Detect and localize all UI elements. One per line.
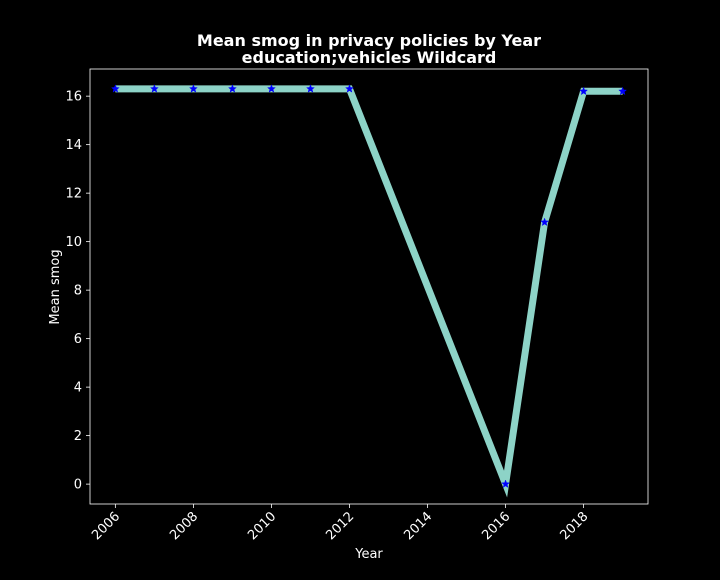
data-point-2006 xyxy=(110,84,120,93)
y-tick-label: 4 xyxy=(74,381,82,396)
x-axis-label: Year xyxy=(354,547,383,562)
data-point-2012 xyxy=(345,84,354,93)
y-tick-label: 0 xyxy=(74,478,82,493)
x-tick-label: 2012 xyxy=(323,509,357,543)
plot-area xyxy=(110,84,628,498)
y-tick-label: 12 xyxy=(65,187,82,202)
data-point-2008 xyxy=(188,84,198,93)
y-tick-label: 10 xyxy=(65,235,82,250)
x-axis: 2006 2008 2010 2012 2014 2016 2018 xyxy=(89,504,591,543)
data-point-2009 xyxy=(227,84,237,93)
y-tick-label: 14 xyxy=(65,138,82,153)
y-tick-label: 16 xyxy=(65,90,82,105)
y-tick-label: 8 xyxy=(74,284,82,299)
data-point-2018 xyxy=(579,86,589,96)
data-point-2007 xyxy=(149,84,159,93)
chart-title-line-2: education;vehicles Wildcard xyxy=(242,48,497,67)
y-tick-label: 6 xyxy=(74,332,82,347)
data-point-2016 xyxy=(501,479,511,488)
x-tick-label: 2008 xyxy=(167,509,201,543)
data-point-2017 xyxy=(540,217,550,227)
data-point-2019 xyxy=(618,86,628,96)
data-point-2011 xyxy=(305,84,315,93)
y-axis-label: Mean smog xyxy=(48,249,63,324)
x-tick-label: 2018 xyxy=(557,509,591,543)
x-tick-label: 2016 xyxy=(479,509,513,543)
x-tick-label: 2010 xyxy=(245,509,279,543)
chart-title-line-1: Mean smog in privacy policies by Year xyxy=(197,31,541,50)
series-line xyxy=(115,85,623,498)
y-axis: 0 2 4 6 8 10 12 14 16 xyxy=(65,90,90,493)
data-point-2010 xyxy=(266,84,276,93)
y-tick-label: 2 xyxy=(74,429,82,444)
axes-frame xyxy=(89,68,649,505)
x-tick-label: 2014 xyxy=(401,509,435,543)
x-tick-label: 2006 xyxy=(89,509,123,543)
